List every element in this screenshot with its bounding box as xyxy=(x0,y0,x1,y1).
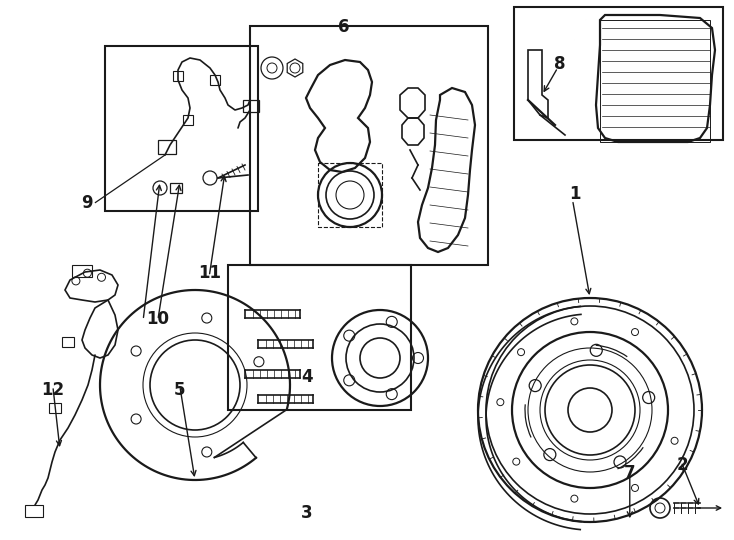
Bar xyxy=(49,403,61,413)
Bar xyxy=(318,163,382,227)
Bar xyxy=(170,183,182,193)
Text: 6: 6 xyxy=(338,18,349,36)
Text: 2: 2 xyxy=(677,456,688,475)
Text: 12: 12 xyxy=(41,381,65,399)
Bar xyxy=(210,75,220,85)
Bar xyxy=(25,505,43,517)
Text: 10: 10 xyxy=(146,309,170,328)
Text: 4: 4 xyxy=(301,368,313,386)
Text: 5: 5 xyxy=(174,381,186,399)
Text: 3: 3 xyxy=(301,504,313,522)
Bar xyxy=(250,26,488,265)
Text: 8: 8 xyxy=(554,55,566,73)
Bar xyxy=(228,265,411,410)
Text: 1: 1 xyxy=(569,185,581,204)
Text: 9: 9 xyxy=(81,193,92,212)
Bar xyxy=(183,115,193,125)
Bar xyxy=(600,20,710,142)
Bar xyxy=(514,7,723,140)
Text: 7: 7 xyxy=(624,463,636,482)
Bar xyxy=(243,100,259,112)
Bar xyxy=(158,140,176,154)
Text: 11: 11 xyxy=(197,264,221,282)
Bar xyxy=(72,265,92,277)
Bar xyxy=(62,337,74,347)
Bar xyxy=(173,71,183,81)
Bar xyxy=(105,46,258,211)
